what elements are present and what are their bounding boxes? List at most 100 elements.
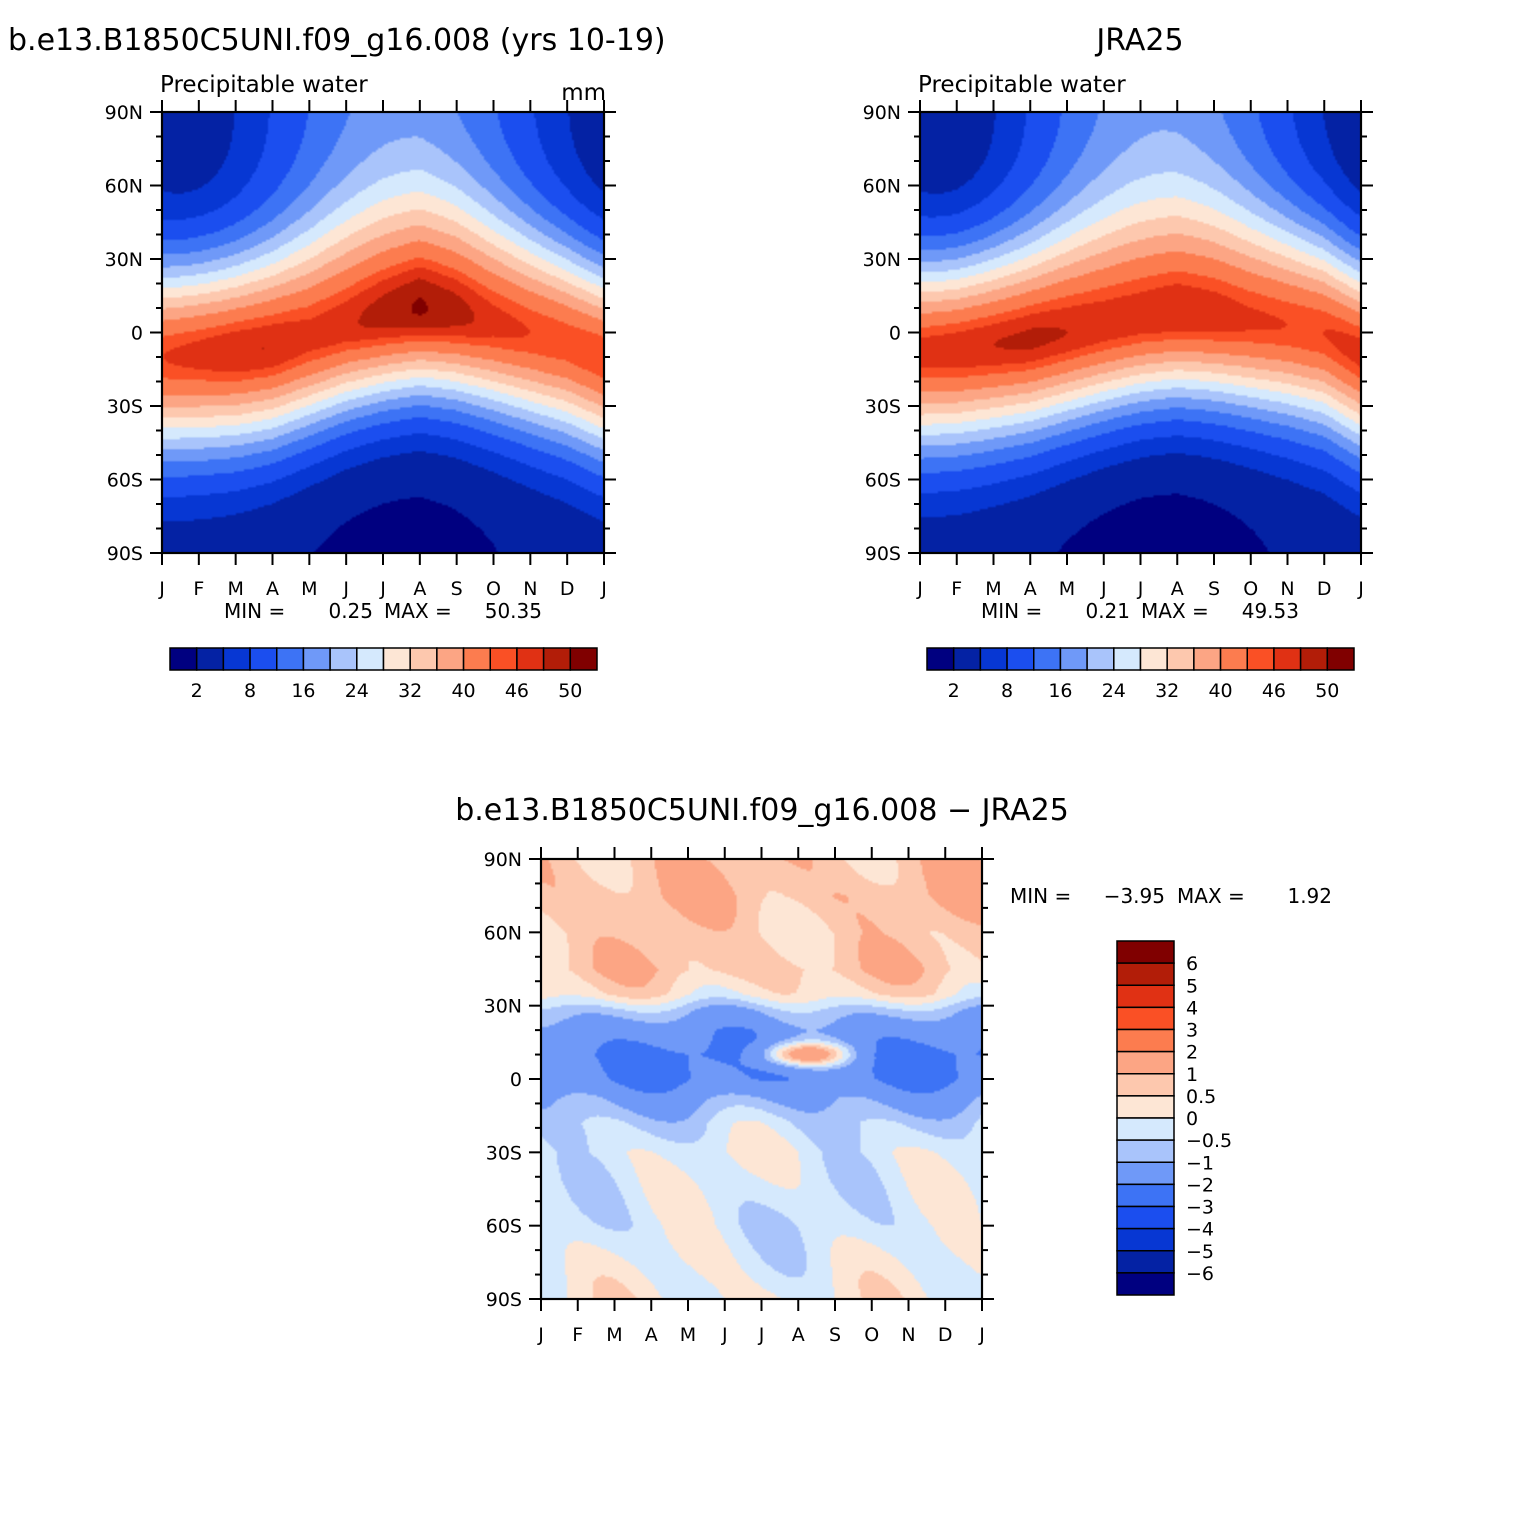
x-tick-label: M xyxy=(680,1324,696,1346)
colorbar-label: −6 xyxy=(1186,1263,1214,1285)
colorbar-label: 2 xyxy=(948,680,960,702)
y-tick-label: 30N xyxy=(484,996,522,1018)
panel-observation: JRA25 Precipitable water J F M A M J J A S O N D J90… xyxy=(863,23,1373,702)
colorbar-box xyxy=(409,647,438,671)
colorbar-box xyxy=(542,647,572,671)
x-tick-label: F xyxy=(572,1324,583,1346)
colorbar-box xyxy=(356,647,385,671)
colorbar-box xyxy=(276,647,305,671)
x-tick-label: M xyxy=(227,578,243,600)
x-tick-label: S xyxy=(1208,578,1220,600)
panel-model: b.e13.B1850C5UNI.f09_g16.008 (yrs 10-19)… xyxy=(8,23,666,702)
min-label: MIN = xyxy=(1010,884,1071,908)
y-tick-label: 30S xyxy=(865,396,901,418)
colorbar-box xyxy=(926,647,955,671)
colorbar-box xyxy=(1116,1117,1175,1141)
colorbar-box xyxy=(302,647,331,671)
max-value: 50.35 xyxy=(485,599,542,623)
x-tick-label: D xyxy=(938,1324,953,1346)
colorbar-box xyxy=(1116,984,1175,1009)
colorbar-box xyxy=(979,647,1008,671)
colorbar-box xyxy=(1116,940,1175,964)
x-tick-label: J xyxy=(1137,578,1144,600)
x-tick-label: F xyxy=(951,578,962,600)
colorbar-box xyxy=(1116,1095,1175,1119)
y-tick-label: 30N xyxy=(105,249,143,271)
colorbar-box xyxy=(249,647,278,671)
y-tick-label: 90N xyxy=(863,102,901,124)
x-tick-label: J xyxy=(758,1324,765,1346)
y-tick-label: 60S xyxy=(486,1216,522,1238)
y-tick-label: 90S xyxy=(865,543,901,565)
panel-title: JRA25 xyxy=(1094,23,1183,58)
colorbar-box xyxy=(952,647,982,671)
colorbar-label: −3 xyxy=(1186,1197,1214,1219)
x-tick-label: S xyxy=(451,578,463,600)
colorbar-label: 32 xyxy=(1155,680,1179,702)
colorbar-box xyxy=(569,647,598,671)
x-tick-label: D xyxy=(560,578,575,600)
colorbar-label: 3 xyxy=(1186,1020,1198,1042)
colorbar-label: 40 xyxy=(1208,680,1232,702)
x-tick-label: J xyxy=(158,578,165,600)
y-tick-label: 90N xyxy=(484,849,522,871)
x-tick-label: A xyxy=(1024,578,1037,600)
colorbar-box xyxy=(1193,647,1222,671)
colorbar-label: −4 xyxy=(1186,1219,1214,1241)
x-tick-label: J xyxy=(1100,578,1107,600)
x-tick-label: M xyxy=(606,1324,622,1346)
colorbar-box xyxy=(1116,1028,1175,1053)
y-tick-label: 60N xyxy=(105,176,143,198)
colorbar-box xyxy=(1113,647,1142,671)
colorbar: 2 8 16 24 32 40 46 50 xyxy=(926,647,1355,702)
colorbar-box xyxy=(1116,962,1175,986)
y-tick-label: 30S xyxy=(107,396,143,418)
colorbar-label: 50 xyxy=(1315,680,1339,702)
y-tick-label: 90N xyxy=(105,102,143,124)
colorbar-box xyxy=(1326,647,1355,671)
x-tick-label: M xyxy=(985,578,1001,600)
max-value: 49.53 xyxy=(1242,599,1299,623)
y-tick-label: 60N xyxy=(484,922,522,944)
units-label: mm xyxy=(561,80,606,106)
colorbar-box xyxy=(1116,1227,1175,1252)
x-tick-label: A xyxy=(413,578,426,600)
colorbar-box xyxy=(1116,1161,1175,1186)
panel-title: b.e13.B1850C5UNI.f09_g16.008 (yrs 10-19) xyxy=(8,23,666,58)
x-tick-label: J xyxy=(916,578,923,600)
colorbar-label: 40 xyxy=(451,680,475,702)
panel-title: b.e13.B1850C5UNI.f09_g16.008 − JRA25 xyxy=(455,793,1069,828)
min-label: MIN = xyxy=(981,599,1042,623)
colorbar-box xyxy=(1116,1073,1175,1097)
max-label: MAX = xyxy=(384,599,452,623)
colorbar-label: 2 xyxy=(191,680,203,702)
y-tick-label: 30S xyxy=(486,1142,522,1164)
y-tick-label: 60S xyxy=(107,470,143,492)
colorbar-box xyxy=(1116,1006,1175,1031)
max-label: MAX = xyxy=(1177,884,1245,908)
min-value: 0.21 xyxy=(1085,599,1130,623)
colorbar-label: 16 xyxy=(291,680,315,702)
colorbar-label: 16 xyxy=(1048,680,1072,702)
x-tick-label: A xyxy=(792,1324,805,1346)
colorbar-box xyxy=(1116,1250,1175,1274)
contour-plot xyxy=(920,112,1361,553)
colorbar-label: 32 xyxy=(398,680,422,702)
colorbar-label: 50 xyxy=(558,680,582,702)
x-tick-label: A xyxy=(645,1324,658,1346)
x-tick-label: J xyxy=(978,1324,985,1346)
colorbar-box xyxy=(1139,647,1168,671)
colorbar-box xyxy=(1299,647,1329,671)
colorbar-label: 24 xyxy=(1102,680,1126,702)
colorbar-box xyxy=(1116,1183,1175,1208)
colorbar-box xyxy=(1273,647,1302,671)
colorbar-label: 0.5 xyxy=(1186,1086,1216,1108)
x-tick-label: J xyxy=(721,1324,728,1346)
colorbar-box xyxy=(1116,1050,1175,1075)
colorbar-box xyxy=(169,647,198,671)
x-tick-label: O xyxy=(1243,578,1258,600)
panel-difference: b.e13.B1850C5UNI.f09_g16.008 − JRA25 J F M… xyxy=(455,793,1332,1346)
